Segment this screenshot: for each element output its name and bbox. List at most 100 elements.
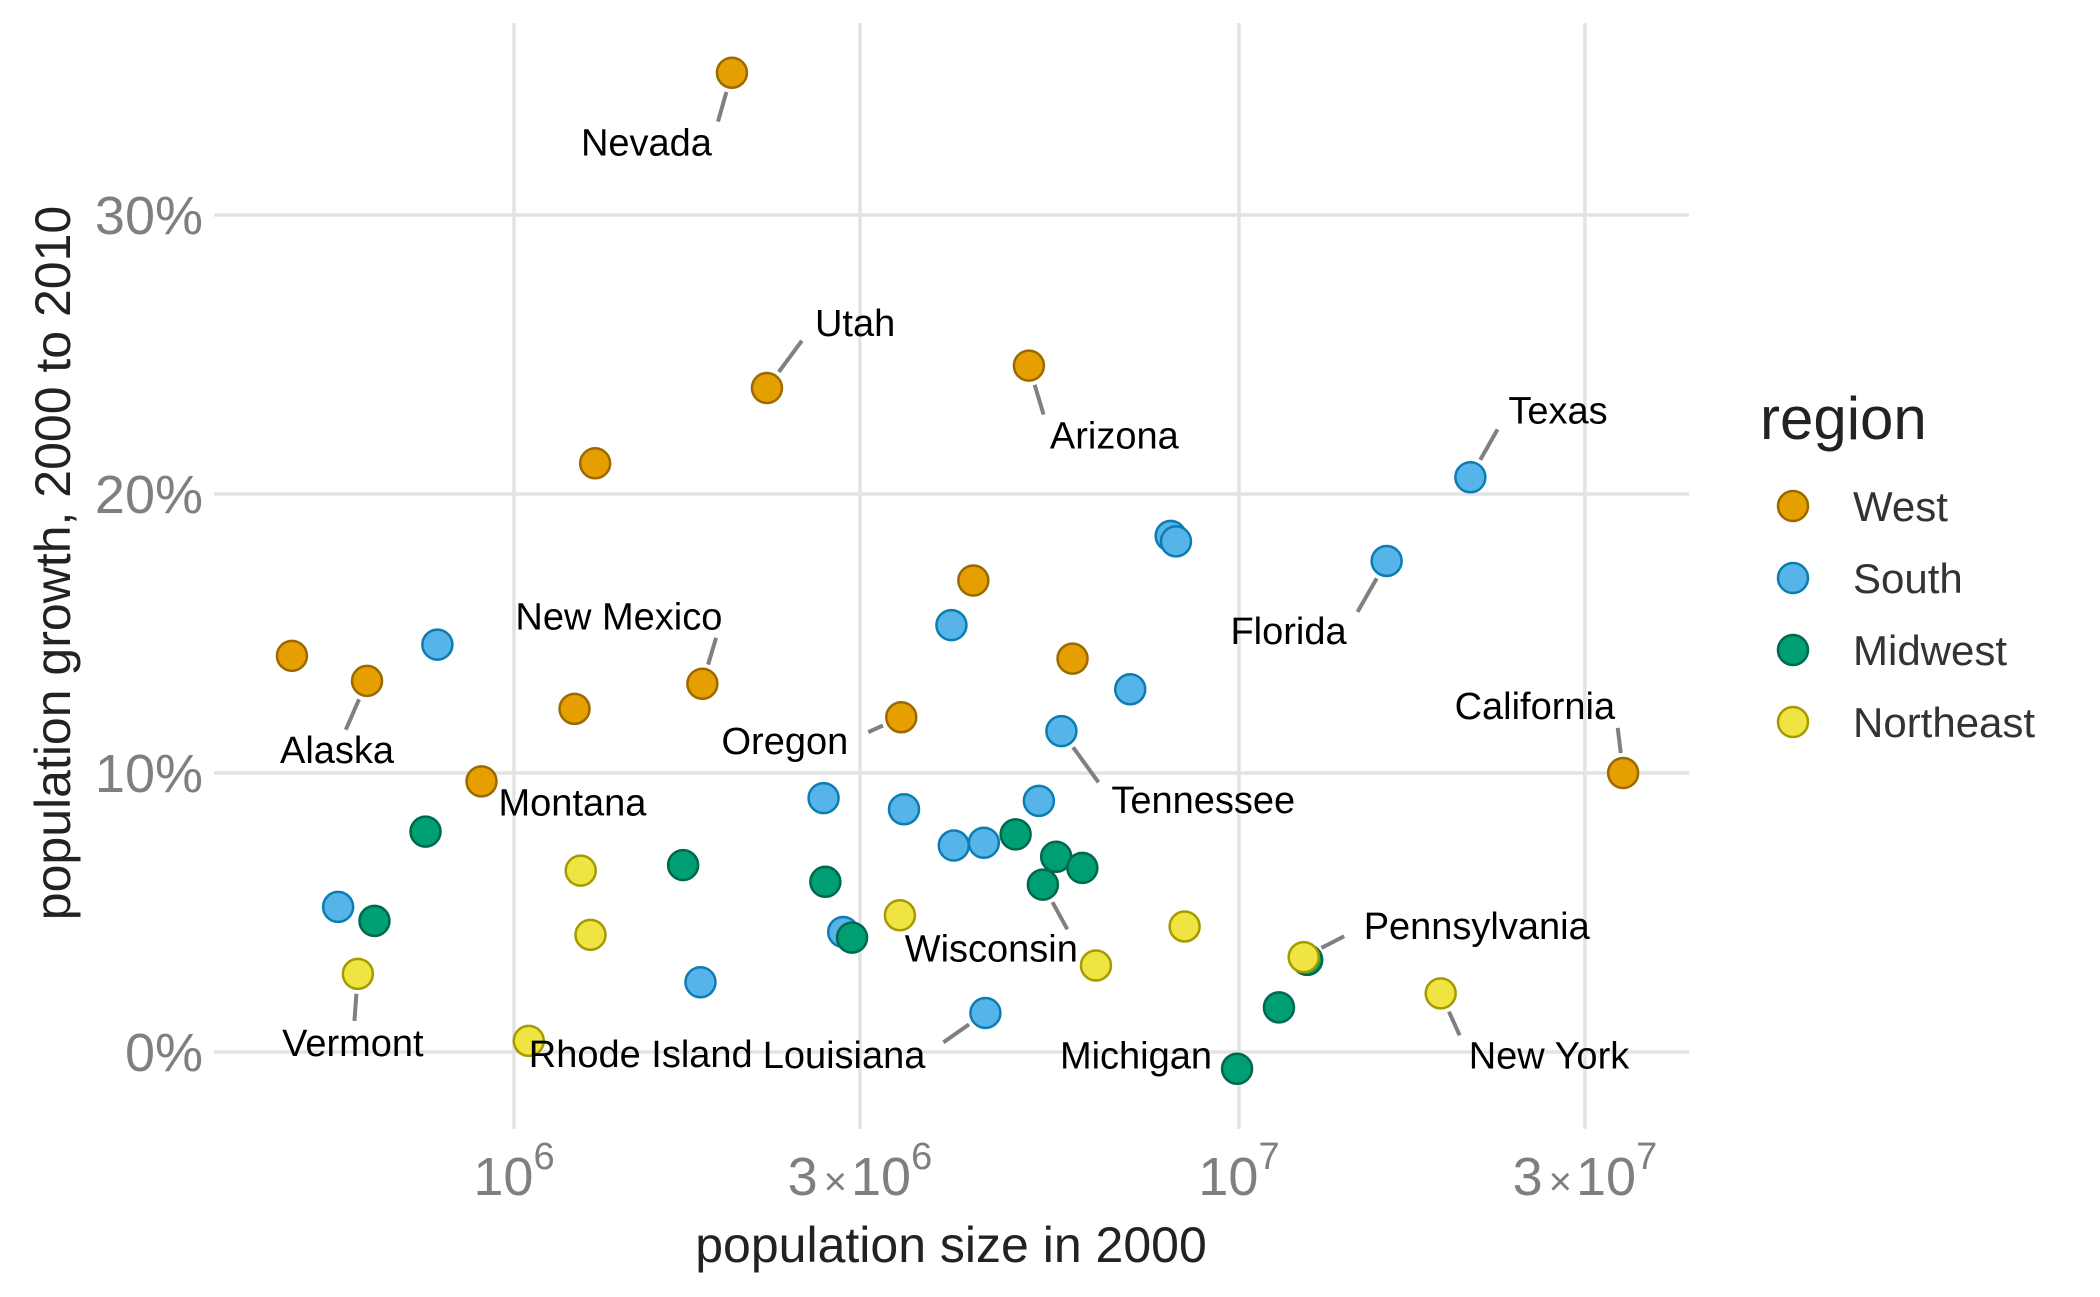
data-point-midwest <box>358 904 391 938</box>
label-leader-line <box>1355 577 1379 613</box>
data-point-west <box>1056 642 1089 675</box>
point-label: New Mexico <box>515 597 722 639</box>
data-point-midwest <box>1066 851 1099 885</box>
legend-swatch <box>1776 561 1810 595</box>
legend-title: region <box>1760 385 1927 452</box>
point-label: Vermont <box>282 1023 424 1065</box>
legend-label: West <box>1853 483 1948 530</box>
point-label: Montana <box>499 782 648 824</box>
legend-swatch <box>1776 633 1810 667</box>
point-labels: Alaska Montana New Mexico Nevada Utah Oregon A… <box>280 123 1630 1078</box>
legend-item-midwest: Midwest <box>1776 627 2007 674</box>
point-label: Alaska <box>280 730 395 772</box>
point-label: Rhode Island <box>529 1034 753 1076</box>
legend: region West South Midwest Northeast <box>1760 385 2035 746</box>
legend-item-northeast: Northeast <box>1776 699 2035 746</box>
y-axis-title: population growth, 2000 to 2010 <box>25 206 81 920</box>
y-tick-label: 30% <box>95 186 203 246</box>
data-point-south <box>969 996 1002 1030</box>
data-point-northeast <box>574 918 607 952</box>
x-axis-title: population size in 2000 <box>695 1217 1207 1273</box>
grid-lines <box>214 23 1689 1129</box>
label-leader-line <box>1478 428 1500 461</box>
label-leader-line <box>343 698 361 731</box>
x-tick-label: 107 <box>1198 1136 1279 1207</box>
point-label: Arizona <box>1050 416 1180 458</box>
data-point-northeast <box>341 957 375 991</box>
data-points <box>275 56 1640 1085</box>
data-point-west <box>1606 756 1640 790</box>
data-point-south <box>967 826 1001 859</box>
label-leader-line <box>1050 901 1070 931</box>
data-point-south <box>1045 714 1078 748</box>
point-label: Michigan <box>1060 1036 1212 1078</box>
data-point-midwest <box>1262 991 1296 1024</box>
x-tick-label: 106 <box>473 1136 554 1207</box>
point-label: Nevada <box>581 123 713 165</box>
data-point-south <box>1159 525 1193 558</box>
data-point-northeast <box>1287 940 1320 974</box>
label-leader-line <box>1032 384 1046 416</box>
data-point-south <box>807 781 840 815</box>
label-leader-line <box>1447 1010 1462 1037</box>
point-label: Utah <box>815 303 895 345</box>
point-label: Florida <box>1230 611 1347 653</box>
legend-swatch <box>1776 489 1810 523</box>
label-leader-line <box>1320 934 1346 950</box>
data-point-west <box>558 692 591 726</box>
label-leader-line <box>942 1022 971 1044</box>
data-point-west <box>957 564 990 597</box>
data-point-midwest <box>409 815 442 848</box>
data-point-midwest <box>809 865 842 899</box>
data-point-south <box>684 966 717 999</box>
data-point-south <box>935 608 968 642</box>
data-point-west <box>885 700 918 734</box>
data-point-south <box>1022 784 1056 818</box>
label-leader-line <box>706 637 719 666</box>
point-label: Louisiana <box>763 1035 927 1077</box>
legend-label: South <box>1853 555 1963 602</box>
point-label: New York <box>1469 1035 1631 1077</box>
data-point-midwest <box>1220 1052 1254 1085</box>
point-label: Tennessee <box>1111 780 1295 822</box>
label-leader-line <box>1615 727 1623 754</box>
data-point-west <box>715 56 749 89</box>
data-point-northeast <box>1079 949 1113 982</box>
x-tick-label: 3 ×106 <box>788 1136 933 1207</box>
label-leader-line <box>352 993 359 1022</box>
point-label: Pennsylvania <box>1364 906 1591 948</box>
data-point-midwest <box>666 848 700 882</box>
legend-swatch <box>1776 705 1810 739</box>
data-point-west <box>686 667 719 700</box>
x-axis-ticks: 106 3 ×106 107 3 ×107 <box>473 1136 1657 1207</box>
data-point-south <box>321 890 355 924</box>
legend-items: West South Midwest Northeast <box>1776 483 2035 746</box>
data-point-midwest <box>999 818 1032 851</box>
legend-item-west: West <box>1776 483 1948 530</box>
label-leader-line <box>1071 746 1101 784</box>
data-point-west <box>350 664 384 698</box>
point-label: California <box>1455 686 1616 728</box>
data-point-northeast <box>883 899 917 932</box>
y-axis-ticks: 0% 10% 20% 30% <box>95 186 203 1083</box>
data-point-south <box>1370 544 1403 578</box>
data-point-west <box>1012 349 1046 382</box>
data-point-west <box>578 447 612 480</box>
data-point-south <box>421 628 454 661</box>
legend-item-south: South <box>1776 555 1963 602</box>
label-leaders <box>343 91 1623 1044</box>
data-point-northeast <box>564 854 597 887</box>
data-point-midwest <box>835 921 869 954</box>
point-label: Oregon <box>722 721 849 763</box>
point-label: Texas <box>1508 390 1607 432</box>
data-point-south <box>1113 673 1147 706</box>
y-tick-label: 0% <box>125 1023 203 1083</box>
legend-label: Northeast <box>1853 699 2035 746</box>
label-leader-line <box>867 723 884 734</box>
data-point-west <box>750 371 784 405</box>
data-point-south <box>1454 461 1487 494</box>
label-leader-line <box>777 339 804 374</box>
data-point-west <box>275 639 309 673</box>
data-point-northeast <box>1168 910 1201 943</box>
